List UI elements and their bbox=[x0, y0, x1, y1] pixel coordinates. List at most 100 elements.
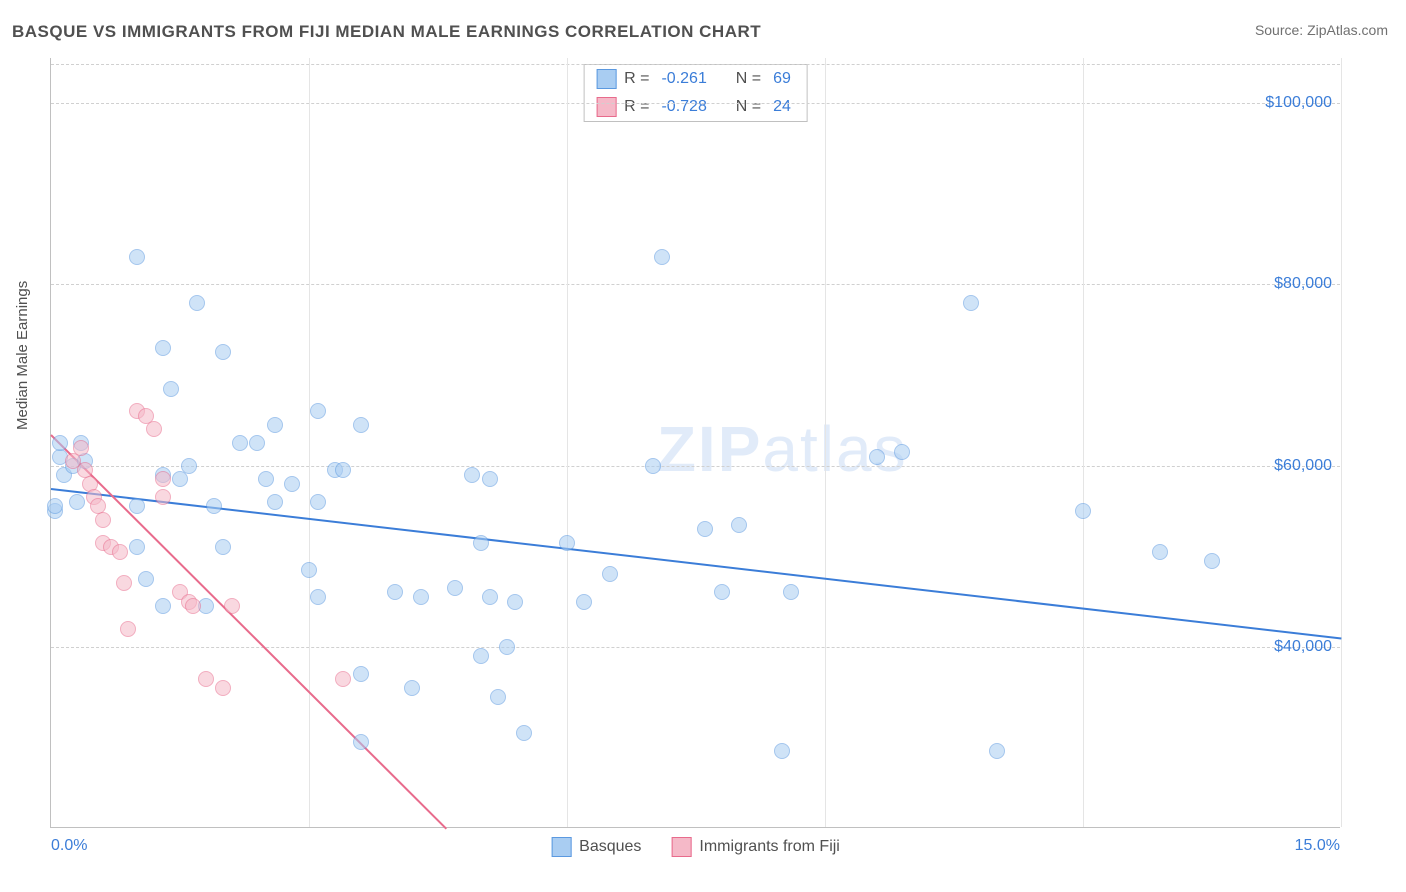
scatter-point bbox=[232, 435, 248, 451]
n-value: 69 bbox=[773, 70, 791, 88]
scatter-point bbox=[112, 544, 128, 560]
legend-swatch bbox=[551, 837, 571, 857]
scatter-point bbox=[989, 743, 1005, 759]
scatter-point bbox=[155, 598, 171, 614]
watermark-light: atlas bbox=[762, 413, 907, 485]
chart-plot-area: ZIPatlas R =-0.261 N =69R =-0.728 N =24 … bbox=[50, 58, 1340, 828]
scatter-point bbox=[206, 498, 222, 514]
scatter-point bbox=[783, 584, 799, 600]
scatter-point bbox=[172, 471, 188, 487]
scatter-point bbox=[215, 344, 231, 360]
scatter-point bbox=[576, 594, 592, 610]
gridline-h bbox=[51, 103, 1340, 104]
legend-label: Basques bbox=[579, 838, 641, 856]
scatter-point bbox=[869, 449, 885, 465]
n-label: N = bbox=[736, 98, 761, 116]
scatter-point bbox=[267, 494, 283, 510]
watermark-bold: ZIP bbox=[657, 413, 763, 485]
scatter-point bbox=[116, 575, 132, 591]
legend-swatch bbox=[671, 837, 691, 857]
legend-swatch bbox=[596, 97, 616, 117]
x-tick-label: 0.0% bbox=[51, 837, 87, 855]
n-value: 24 bbox=[773, 98, 791, 116]
gridline-v bbox=[1341, 58, 1342, 827]
scatter-point bbox=[215, 680, 231, 696]
scatter-point bbox=[731, 517, 747, 533]
series-legend: Basques Immigrants from Fiji bbox=[551, 837, 840, 857]
scatter-point bbox=[249, 435, 265, 451]
trend-line bbox=[51, 488, 1341, 639]
chart-title: BASQUE VS IMMIGRANTS FROM FIJI MEDIAN MA… bbox=[12, 22, 761, 42]
y-tick-label: $60,000 bbox=[1274, 457, 1332, 475]
scatter-point bbox=[189, 295, 205, 311]
scatter-point bbox=[129, 539, 145, 555]
r-value: -0.261 bbox=[661, 70, 706, 88]
watermark-logo: ZIPatlas bbox=[657, 412, 908, 486]
scatter-point bbox=[473, 648, 489, 664]
scatter-point bbox=[602, 566, 618, 582]
scatter-point bbox=[353, 417, 369, 433]
legend-label: Immigrants from Fiji bbox=[699, 838, 839, 856]
scatter-point bbox=[499, 639, 515, 655]
corr-legend-row: R = -0.728 N = 24 bbox=[584, 93, 807, 121]
scatter-point bbox=[73, 440, 89, 456]
scatter-point bbox=[155, 340, 171, 356]
legend-swatch bbox=[596, 69, 616, 89]
scatter-point bbox=[258, 471, 274, 487]
scatter-point bbox=[447, 580, 463, 596]
scatter-point bbox=[404, 680, 420, 696]
scatter-point bbox=[47, 498, 63, 514]
scatter-point bbox=[774, 743, 790, 759]
trend-line bbox=[50, 434, 447, 829]
scatter-point bbox=[645, 458, 661, 474]
source-attribution: Source: ZipAtlas.com bbox=[1255, 22, 1388, 38]
gridline-h bbox=[51, 466, 1340, 467]
y-axis-label: Median Male Earnings bbox=[14, 281, 31, 430]
r-value: -0.728 bbox=[661, 98, 706, 116]
scatter-point bbox=[95, 512, 111, 528]
scatter-point bbox=[310, 403, 326, 419]
scatter-point bbox=[310, 589, 326, 605]
scatter-point bbox=[559, 535, 575, 551]
scatter-point bbox=[654, 249, 670, 265]
scatter-point bbox=[138, 571, 154, 587]
gridline-h bbox=[51, 64, 1340, 65]
r-label: R = bbox=[624, 98, 649, 116]
scatter-point bbox=[1152, 544, 1168, 560]
scatter-point bbox=[198, 671, 214, 687]
scatter-point bbox=[335, 671, 351, 687]
x-tick-label: 15.0% bbox=[1295, 837, 1340, 855]
scatter-point bbox=[146, 421, 162, 437]
scatter-point bbox=[335, 462, 351, 478]
gridline-h bbox=[51, 647, 1340, 648]
scatter-point bbox=[120, 621, 136, 637]
scatter-point bbox=[963, 295, 979, 311]
correlation-legend: R =-0.261 N =69 R = -0.728 N = 24 bbox=[583, 64, 808, 122]
y-tick-label: $40,000 bbox=[1274, 638, 1332, 656]
gridline-h bbox=[51, 284, 1340, 285]
scatter-point bbox=[129, 498, 145, 514]
scatter-point bbox=[387, 584, 403, 600]
gridline-v bbox=[1083, 58, 1084, 827]
gridline-v bbox=[309, 58, 310, 827]
scatter-point bbox=[284, 476, 300, 492]
scatter-point bbox=[714, 584, 730, 600]
y-tick-label: $100,000 bbox=[1265, 94, 1332, 112]
scatter-point bbox=[507, 594, 523, 610]
scatter-point bbox=[215, 539, 231, 555]
scatter-point bbox=[163, 381, 179, 397]
scatter-point bbox=[52, 435, 68, 451]
corr-legend-row: R =-0.261 N =69 bbox=[584, 65, 807, 93]
scatter-point bbox=[155, 489, 171, 505]
scatter-point bbox=[894, 444, 910, 460]
gridline-v bbox=[825, 58, 826, 827]
scatter-point bbox=[181, 458, 197, 474]
y-tick-label: $80,000 bbox=[1274, 275, 1332, 293]
scatter-point bbox=[69, 494, 85, 510]
scatter-point bbox=[1204, 553, 1220, 569]
scatter-point bbox=[1075, 503, 1091, 519]
legend-item: Basques bbox=[551, 837, 641, 857]
scatter-point bbox=[155, 471, 171, 487]
scatter-point bbox=[224, 598, 240, 614]
scatter-point bbox=[482, 471, 498, 487]
